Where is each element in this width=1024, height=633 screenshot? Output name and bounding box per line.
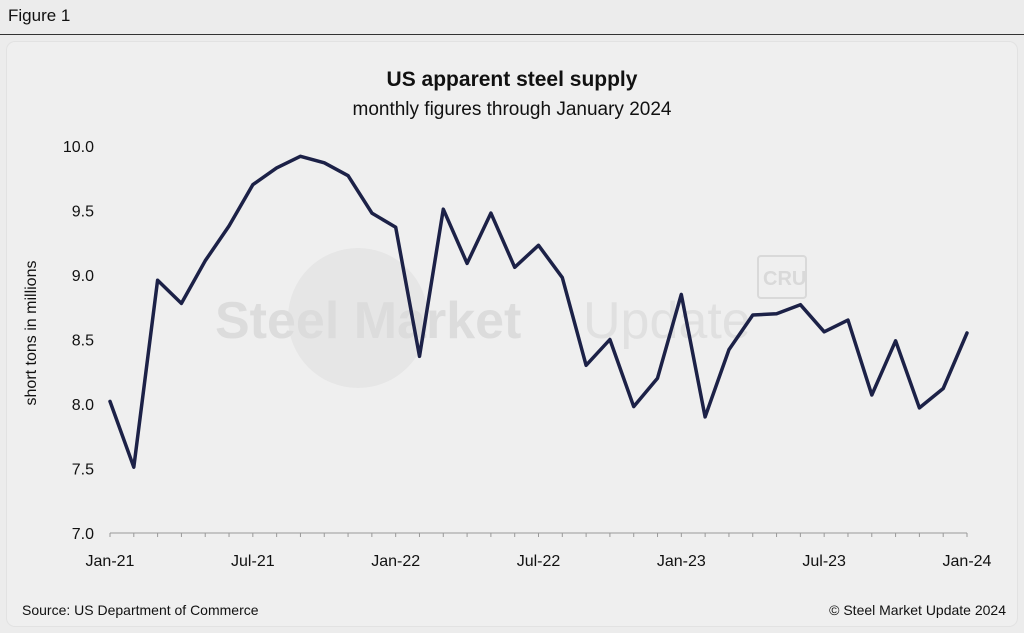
figure-label: Figure 1	[8, 6, 71, 25]
watermark-logo: CRU	[763, 268, 806, 290]
data-point	[227, 224, 231, 228]
x-ticks: Jan-21 Jul-21 Jan-22 Jul-22 Jan-23 Jul-23 Jan-…	[86, 553, 992, 570]
data-point	[489, 211, 493, 215]
data-point	[132, 465, 136, 469]
figure-header: Figure 1	[0, 0, 1024, 35]
x-tick-label: Jan-21	[86, 553, 135, 570]
data-point	[584, 363, 588, 367]
data-point	[608, 338, 612, 342]
source-note: Source: US Department of Commerce	[22, 602, 259, 618]
data-point	[179, 301, 183, 305]
chart-subtitle: monthly figures through January 2024	[352, 99, 672, 120]
data-point	[322, 161, 326, 165]
watermark-text-bold: Steel Market	[215, 292, 521, 350]
data-point	[203, 259, 207, 263]
data-point	[679, 292, 683, 296]
copyright-note: © Steel Market Update 2024	[829, 602, 1006, 618]
x-tick-label: Jan-24	[943, 553, 992, 570]
data-point	[537, 243, 541, 247]
data-point	[727, 348, 731, 352]
data-point	[870, 393, 874, 397]
x-tick-label: Jul-21	[231, 553, 275, 570]
data-point	[394, 225, 398, 229]
data-point	[370, 211, 374, 215]
data-point	[965, 331, 969, 335]
data-point	[798, 303, 802, 307]
chart-title: US apparent steel supply	[386, 68, 638, 91]
y-tick-label: 7.0	[72, 526, 94, 543]
series-line	[108, 154, 969, 469]
axes	[109, 532, 968, 537]
data-point	[417, 354, 421, 358]
data-point	[298, 154, 302, 158]
data-point	[108, 399, 112, 403]
data-point	[560, 276, 564, 280]
x-tick-label: Jul-23	[802, 553, 846, 570]
data-point	[632, 405, 636, 409]
data-point	[465, 261, 469, 265]
y-tick-label: 8.0	[72, 397, 94, 414]
y-tick-label: 7.5	[72, 462, 94, 479]
y-ticks: 7.0 7.5 8.0 8.5 9.0 9.5 10.0	[63, 139, 94, 543]
x-tick-label: Jan-23	[657, 553, 706, 570]
data-point	[751, 313, 755, 317]
watermark: Steel Market Update CRU	[215, 248, 807, 388]
chart-panel	[7, 42, 1017, 626]
watermark-logo-box	[757, 255, 807, 299]
data-point	[894, 339, 898, 343]
data-point	[656, 376, 660, 380]
data-point	[251, 183, 255, 187]
data-point	[156, 278, 160, 282]
y-tick-label: 9.0	[72, 268, 94, 285]
watermark-circle-icon	[288, 248, 428, 388]
data-point	[275, 166, 279, 170]
y-tick-label: 8.5	[72, 333, 94, 350]
y-axis-label: short tons in millions	[23, 261, 40, 406]
data-point	[441, 207, 445, 211]
y-tick-label: 10.0	[63, 139, 94, 156]
data-point	[941, 387, 945, 391]
x-tick-label: Jan-22	[371, 553, 420, 570]
data-point	[346, 174, 350, 178]
y-tick-label: 9.5	[72, 204, 94, 221]
data-point	[822, 330, 826, 334]
data-point	[703, 415, 707, 419]
data-point	[846, 318, 850, 322]
data-point	[513, 265, 517, 269]
x-tick-label: Jul-22	[517, 553, 561, 570]
data-point	[775, 312, 779, 316]
data-point	[917, 406, 921, 410]
